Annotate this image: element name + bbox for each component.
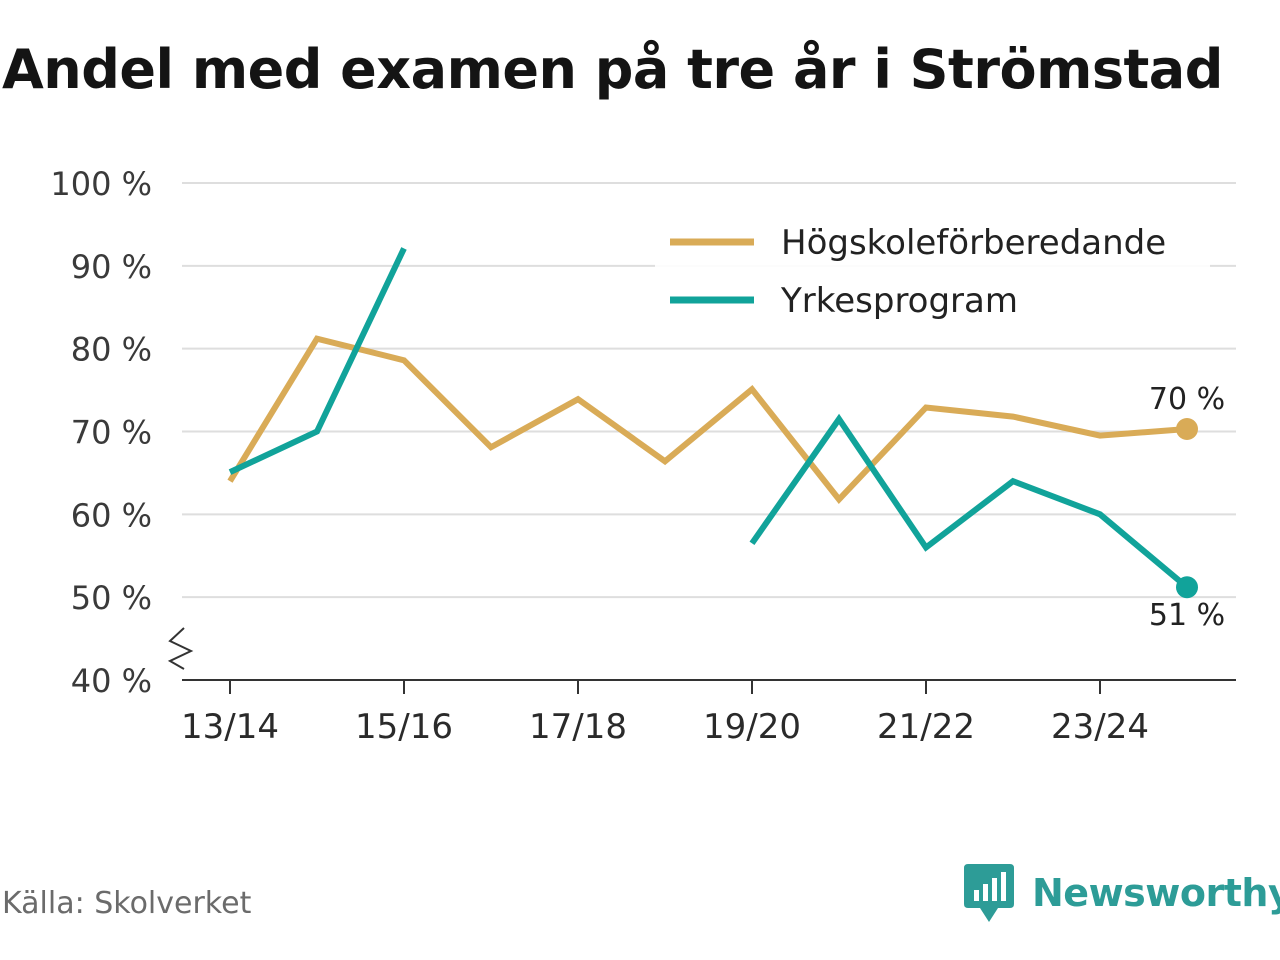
series-line-yrkesprogram [228,247,407,475]
y-tick-label: 50 % [71,579,152,617]
x-tick-label: 21/22 [877,707,975,747]
end-point-marker [1176,576,1198,599]
x-tick-label: 23/24 [1051,707,1149,747]
newsworthy-logo-icon [964,864,1014,922]
series-line-yrkesprogram [749,413,1189,590]
axes: 40 % 50 % 60 % 70 % 80 % 90 % 100 % 13/14 15/16 1… [50,165,1236,747]
source-note: Källa: Skolverket [2,886,252,921]
end-value-label: 51 % [1149,598,1225,633]
y-tick-label: 90 % [71,248,152,286]
y-tick-label: 100 % [50,165,152,203]
legend-label: Högskoleförberedande [781,223,1166,263]
data-labels: 70 % 51 % [1149,382,1225,633]
brand-name: Newsworthy [1032,871,1280,915]
legend: Högskoleförberedande Yrkesprogram [655,210,1210,334]
end-value-label: 70 % [1149,382,1225,417]
x-tick-label: 13/14 [181,707,279,747]
y-tick-label: 40 % [71,662,152,700]
x-tick-label: 19/20 [703,707,801,747]
series-lines [227,247,1189,590]
legend-label: Yrkesprogram [780,281,1018,321]
legend-background [655,210,1210,334]
y-tick-label: 60 % [71,496,152,534]
chart-title: Andel med examen på tre år i Strömstad [2,38,1223,101]
end-point-marker [1176,418,1198,441]
x-tick-label: 17/18 [529,707,627,747]
x-tick-label: 15/16 [355,707,453,747]
axis-break-icon [167,627,194,670]
y-tick-label: 70 % [71,414,152,452]
series-line-hogskoleforberedande [227,335,1188,504]
y-tick-label: 80 % [71,331,152,369]
brand: Newsworthy [964,864,1280,922]
